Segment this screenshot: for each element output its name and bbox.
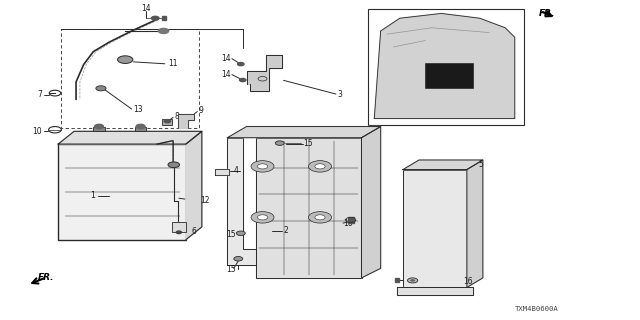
- Bar: [426, 63, 473, 88]
- Bar: [403, 170, 467, 287]
- Text: 1: 1: [90, 191, 95, 200]
- Text: 7: 7: [37, 90, 42, 99]
- Polygon shape: [246, 55, 282, 92]
- Text: 6: 6: [191, 227, 196, 236]
- Circle shape: [308, 161, 332, 172]
- Circle shape: [164, 120, 171, 123]
- Circle shape: [315, 164, 325, 169]
- Circle shape: [236, 231, 245, 236]
- Circle shape: [408, 278, 418, 283]
- Bar: [172, 222, 186, 232]
- Polygon shape: [467, 160, 483, 287]
- Text: 2: 2: [284, 226, 289, 235]
- Circle shape: [251, 161, 274, 172]
- Polygon shape: [135, 126, 147, 131]
- Polygon shape: [397, 287, 473, 295]
- Text: FR.: FR.: [539, 9, 556, 18]
- Circle shape: [257, 164, 268, 169]
- Text: 16: 16: [464, 277, 474, 286]
- Polygon shape: [186, 131, 202, 240]
- Text: 12: 12: [200, 196, 209, 205]
- Circle shape: [118, 56, 133, 63]
- Bar: [368, 9, 524, 125]
- Text: 13: 13: [134, 105, 143, 114]
- Circle shape: [96, 86, 106, 91]
- Text: 9: 9: [198, 106, 204, 115]
- Text: 15: 15: [226, 265, 236, 275]
- Polygon shape: [215, 169, 229, 175]
- Bar: [163, 119, 173, 125]
- Circle shape: [239, 78, 246, 82]
- Bar: [58, 144, 186, 240]
- Text: 8: 8: [174, 112, 179, 121]
- Circle shape: [136, 124, 145, 129]
- Text: TXM4B0600A: TXM4B0600A: [515, 306, 559, 312]
- Circle shape: [257, 215, 268, 220]
- Polygon shape: [227, 126, 381, 138]
- Polygon shape: [362, 126, 381, 278]
- Polygon shape: [374, 13, 515, 119]
- Text: 10: 10: [33, 127, 42, 136]
- Text: 5: 5: [478, 160, 483, 169]
- Text: 3: 3: [338, 90, 343, 99]
- Text: 14: 14: [221, 70, 230, 79]
- Circle shape: [234, 257, 243, 261]
- Polygon shape: [227, 138, 256, 265]
- Text: 4: 4: [234, 166, 239, 175]
- Circle shape: [410, 279, 415, 282]
- Text: 15: 15: [226, 230, 236, 239]
- Text: 14: 14: [221, 54, 230, 63]
- Polygon shape: [403, 160, 483, 170]
- Text: 16: 16: [344, 219, 353, 228]
- Circle shape: [152, 16, 159, 20]
- Circle shape: [315, 215, 325, 220]
- Circle shape: [168, 162, 179, 168]
- Circle shape: [251, 212, 274, 223]
- Bar: [61, 29, 198, 128]
- Circle shape: [275, 141, 284, 145]
- Polygon shape: [58, 131, 202, 144]
- Circle shape: [159, 28, 169, 34]
- Polygon shape: [178, 114, 194, 128]
- Circle shape: [95, 124, 104, 129]
- Text: 14: 14: [141, 4, 151, 13]
- Circle shape: [308, 212, 332, 223]
- Polygon shape: [256, 138, 362, 278]
- Text: FR.: FR.: [38, 273, 54, 282]
- Circle shape: [176, 231, 181, 234]
- Circle shape: [237, 62, 244, 66]
- Polygon shape: [93, 126, 105, 131]
- Text: 11: 11: [169, 59, 178, 68]
- Text: 15: 15: [303, 139, 312, 148]
